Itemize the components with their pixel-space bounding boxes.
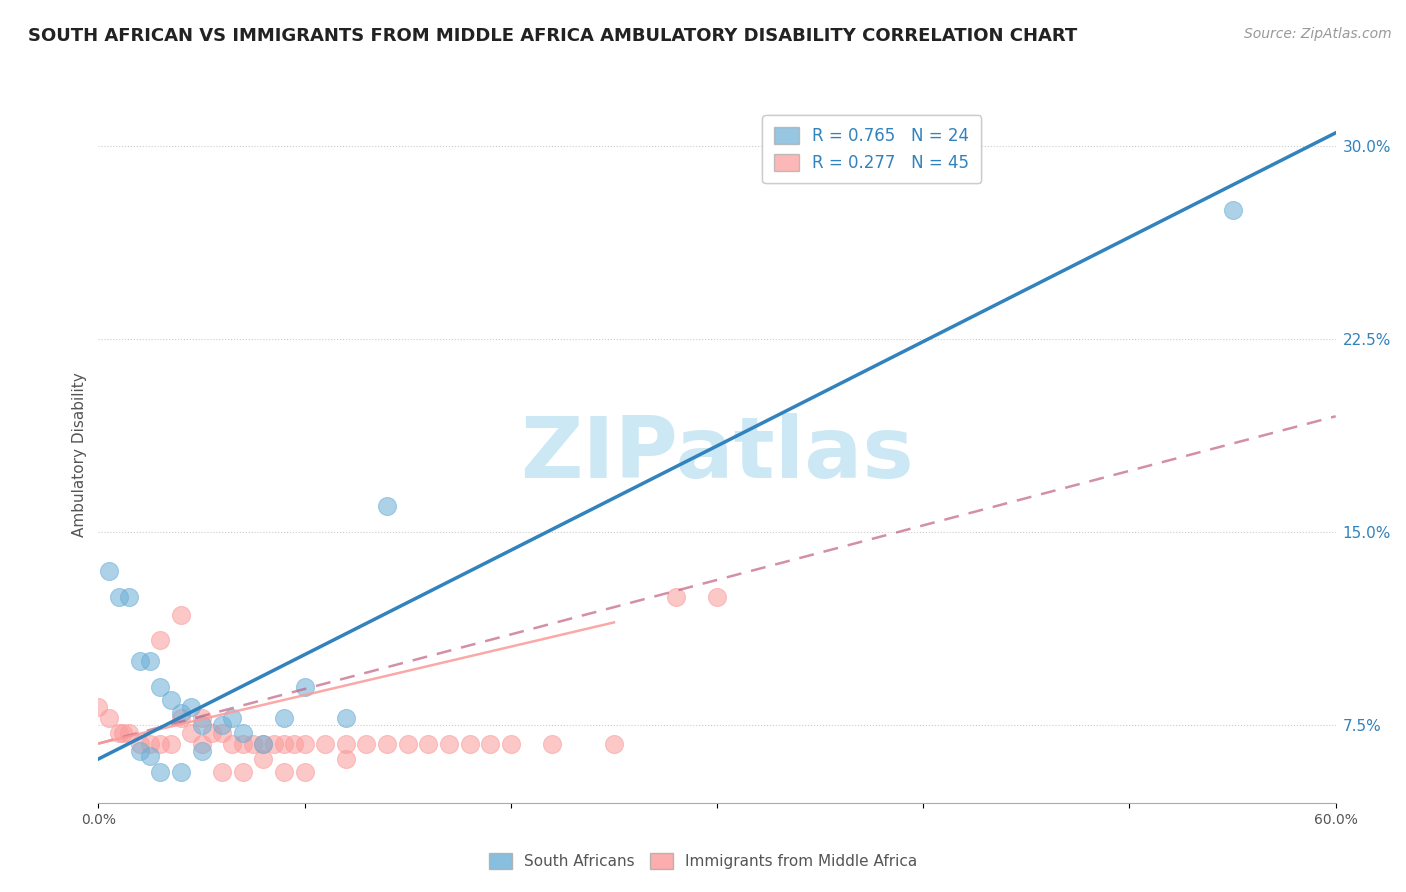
Point — [479, 737, 502, 751]
Point — [375, 737, 398, 751]
Point — [356, 737, 378, 751]
Point — [139, 737, 162, 751]
Point — [1222, 203, 1244, 218]
Point — [252, 737, 274, 751]
Point — [149, 764, 172, 779]
Point — [149, 737, 172, 751]
Point — [665, 590, 688, 604]
Text: Source: ZipAtlas.com: Source: ZipAtlas.com — [1244, 27, 1392, 41]
Point — [541, 737, 564, 751]
Point — [170, 764, 193, 779]
Y-axis label: Ambulatory Disability: Ambulatory Disability — [72, 373, 87, 537]
Point — [335, 711, 357, 725]
Point — [128, 737, 150, 751]
Point — [458, 737, 481, 751]
Point — [170, 607, 193, 622]
Point — [273, 711, 295, 725]
Point — [396, 737, 419, 751]
Point — [190, 744, 212, 758]
Point — [190, 737, 212, 751]
Point — [603, 737, 626, 751]
Point — [437, 737, 460, 751]
Point — [149, 680, 172, 694]
Point — [139, 654, 162, 668]
Point — [283, 737, 305, 751]
Point — [97, 564, 120, 578]
Point — [112, 726, 135, 740]
Point — [87, 700, 110, 714]
Point — [108, 590, 131, 604]
Point — [232, 737, 254, 751]
Point — [221, 711, 243, 725]
Text: SOUTH AFRICAN VS IMMIGRANTS FROM MIDDLE AFRICA AMBULATORY DISABILITY CORRELATION: SOUTH AFRICAN VS IMMIGRANTS FROM MIDDLE … — [28, 27, 1077, 45]
Point — [211, 718, 233, 732]
Point — [221, 737, 243, 751]
Point — [190, 718, 212, 732]
Point — [170, 706, 193, 720]
Point — [97, 711, 120, 725]
Point — [314, 737, 336, 751]
Point — [294, 737, 316, 751]
Point — [273, 764, 295, 779]
Point — [211, 726, 233, 740]
Point — [170, 711, 193, 725]
Point — [118, 726, 141, 740]
Point — [294, 764, 316, 779]
Point — [706, 590, 728, 604]
Point — [335, 737, 357, 751]
Point — [108, 726, 131, 740]
Point — [128, 654, 150, 668]
Point — [139, 749, 162, 764]
Point — [201, 726, 224, 740]
Point — [273, 737, 295, 751]
Legend: South Africans, Immigrants from Middle Africa: South Africans, Immigrants from Middle A… — [482, 847, 924, 875]
Point — [180, 700, 202, 714]
Point — [190, 711, 212, 725]
Point — [418, 737, 440, 751]
Legend: R = 0.765   N = 24, R = 0.277   N = 45: R = 0.765 N = 24, R = 0.277 N = 45 — [762, 115, 981, 184]
Point — [335, 752, 357, 766]
Point — [232, 764, 254, 779]
Point — [252, 752, 274, 766]
Point — [159, 737, 181, 751]
Point — [180, 726, 202, 740]
Point — [232, 726, 254, 740]
Text: ZIPatlas: ZIPatlas — [520, 413, 914, 497]
Point — [242, 737, 264, 751]
Point — [375, 500, 398, 514]
Point — [118, 590, 141, 604]
Point — [159, 692, 181, 706]
Point — [149, 633, 172, 648]
Point — [294, 680, 316, 694]
Point — [499, 737, 522, 751]
Point — [128, 744, 150, 758]
Point — [263, 737, 285, 751]
Point — [252, 737, 274, 751]
Point — [211, 764, 233, 779]
